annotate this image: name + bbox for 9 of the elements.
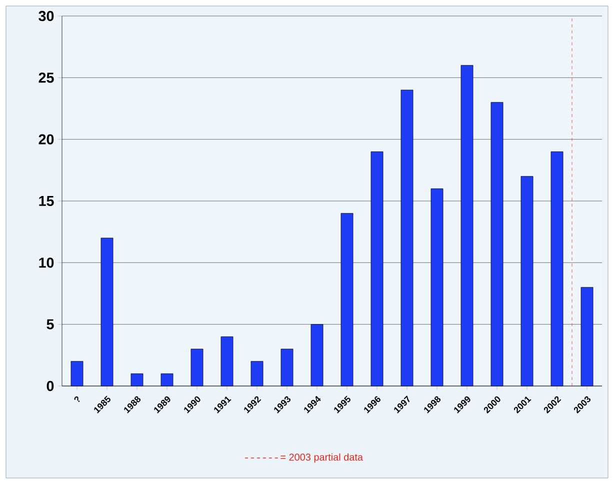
y-tick-label: 0 [46,380,54,392]
legend-label: = 2003 partial data [280,453,363,463]
y-tick-label: 5 [46,319,54,330]
y-tick-label: 30 [38,10,54,22]
y-tick-label: 25 [38,72,54,83]
x-tick-label: ? [74,396,80,402]
y-tick-label: 10 [39,258,54,268]
y-tick-label: 15 [39,196,54,206]
y-tick-label: 20 [38,134,54,144]
